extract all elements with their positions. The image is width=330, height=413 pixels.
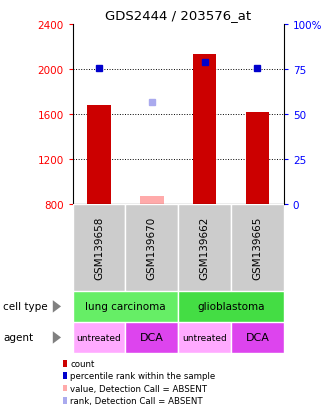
Text: GSM139658: GSM139658 xyxy=(94,216,104,280)
Text: DCA: DCA xyxy=(140,332,164,343)
Text: glioblastoma: glioblastoma xyxy=(197,301,265,312)
Text: rank, Detection Call = ABSENT: rank, Detection Call = ABSENT xyxy=(70,396,203,405)
Text: value, Detection Call = ABSENT: value, Detection Call = ABSENT xyxy=(70,384,207,393)
Text: count: count xyxy=(70,359,95,368)
Polygon shape xyxy=(53,331,61,344)
Text: GSM139662: GSM139662 xyxy=(200,216,210,280)
Text: percentile rank within the sample: percentile rank within the sample xyxy=(70,371,215,380)
Bar xyxy=(73,322,125,353)
Text: lung carcinoma: lung carcinoma xyxy=(85,301,166,312)
Title: GDS2444 / 203576_at: GDS2444 / 203576_at xyxy=(105,9,251,22)
Bar xyxy=(178,291,284,322)
Text: untreated: untreated xyxy=(77,333,121,342)
Bar xyxy=(231,204,284,291)
Text: cell type: cell type xyxy=(3,301,48,312)
Bar xyxy=(231,322,284,353)
Bar xyxy=(125,322,178,353)
Bar xyxy=(125,204,178,291)
Bar xyxy=(193,55,216,204)
Bar xyxy=(73,291,178,322)
Text: GSM139670: GSM139670 xyxy=(147,216,157,279)
Bar xyxy=(178,204,231,291)
Bar xyxy=(73,204,125,291)
Polygon shape xyxy=(53,301,61,313)
Text: DCA: DCA xyxy=(246,332,269,343)
Text: agent: agent xyxy=(3,332,33,343)
Bar xyxy=(140,197,164,204)
Bar xyxy=(87,106,111,204)
Text: untreated: untreated xyxy=(182,333,227,342)
Bar xyxy=(178,322,231,353)
Bar xyxy=(246,112,269,204)
Text: GSM139665: GSM139665 xyxy=(252,216,262,280)
